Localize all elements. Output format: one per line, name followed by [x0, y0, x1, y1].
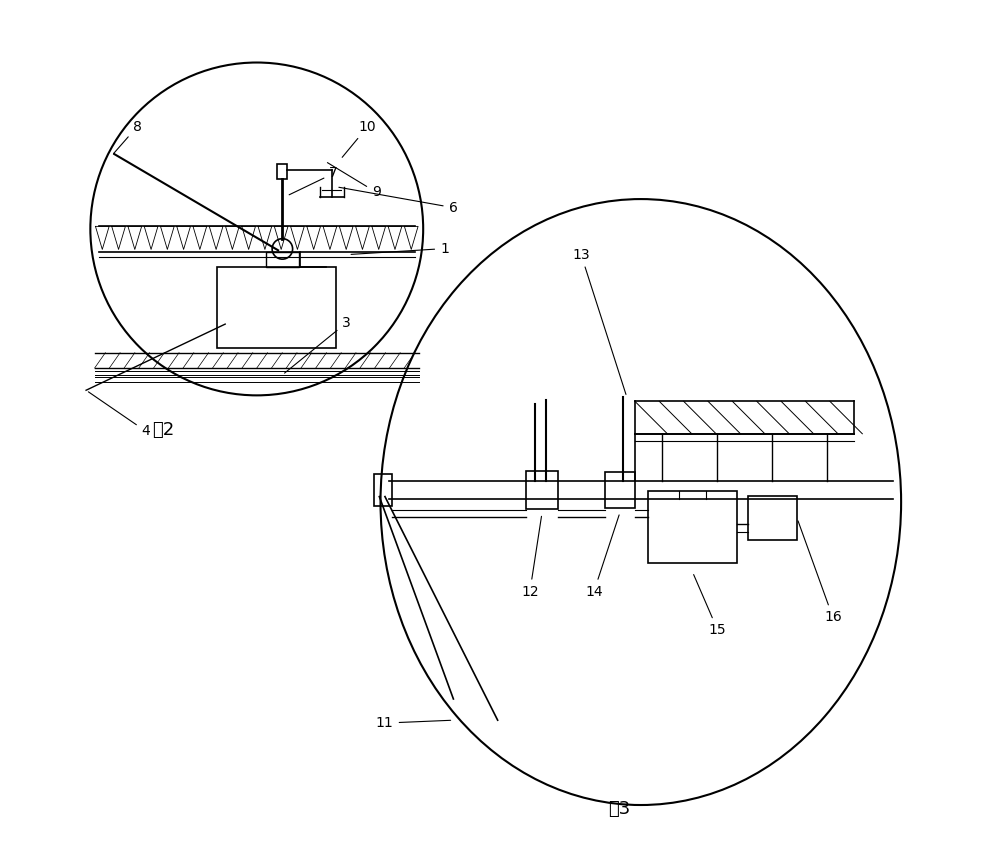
Bar [605, 472, 635, 508]
Text: 16: 16 [798, 521, 842, 624]
Bar [266, 252, 299, 267]
Text: 7: 7 [289, 167, 338, 195]
Bar [748, 496, 797, 540]
Text: 1: 1 [351, 241, 449, 256]
Text: 12: 12 [521, 516, 541, 599]
Text: 8: 8 [114, 119, 142, 154]
Text: 10: 10 [342, 119, 377, 157]
Text: 图2: 图2 [152, 421, 174, 438]
Text: 4: 4 [88, 392, 150, 438]
Text: 3: 3 [285, 316, 351, 373]
Text: 9: 9 [327, 162, 381, 199]
Text: 6: 6 [339, 187, 457, 215]
Text: 14: 14 [585, 515, 619, 599]
Bar [374, 474, 392, 506]
Bar [277, 163, 287, 179]
Bar [217, 267, 336, 349]
Text: 图3: 图3 [608, 801, 631, 819]
Text: 13: 13 [572, 247, 626, 394]
Text: 11: 11 [376, 716, 451, 730]
Bar [526, 471, 558, 509]
Text: 15: 15 [694, 575, 726, 637]
Bar [648, 491, 737, 564]
